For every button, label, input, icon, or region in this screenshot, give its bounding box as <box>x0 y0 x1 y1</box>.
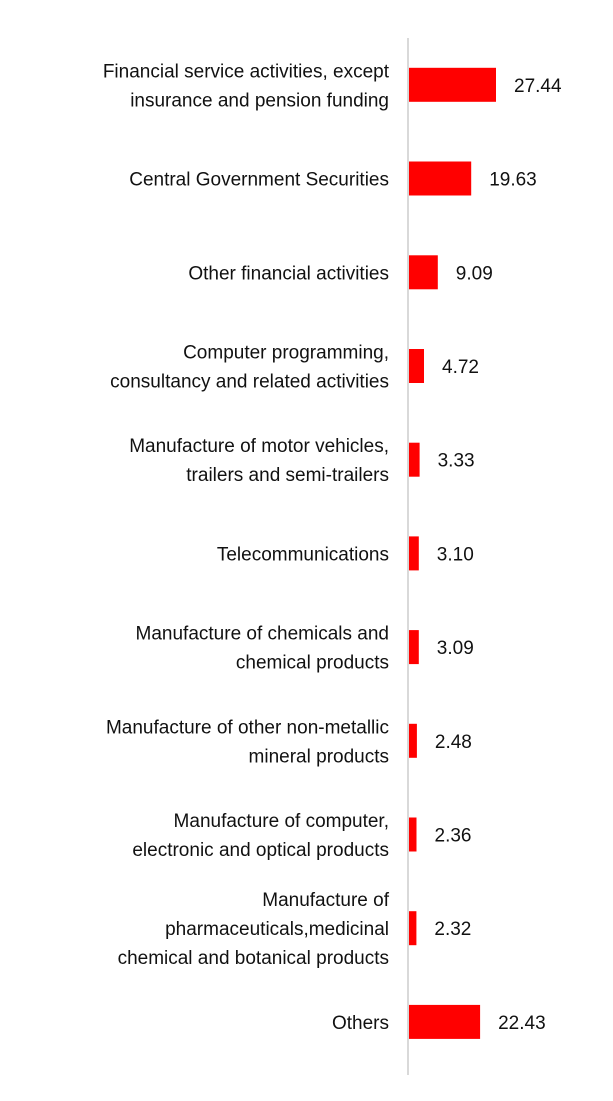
category-label: pharmaceuticals,medicinal <box>165 919 389 940</box>
value-label: 3.33 <box>438 451 475 472</box>
bar <box>409 442 420 477</box>
category-label: chemical and botanical products <box>118 948 389 969</box>
category-label: Manufacture of computer, <box>174 811 389 832</box>
category-label: Manufacture of <box>262 890 389 911</box>
bar <box>409 536 419 571</box>
bar <box>409 67 496 102</box>
category-label: insurance and pension funding <box>130 90 389 111</box>
category-labels-group: Financial service activities, except insu… <box>103 61 390 1034</box>
value-labels-group: 27.44 19.63 9.09 4.72 3.33 3.10 3.09 2.48 2.36 2.… <box>434 76 562 1034</box>
category-label: Computer programming, <box>183 343 389 364</box>
category-label: electronic and optical products <box>132 840 389 861</box>
category-label: Central Government Securities <box>129 170 389 191</box>
category-label: consultancy and related activities <box>110 372 389 393</box>
category-label: Manufacture of chemicals and <box>136 624 389 645</box>
category-label: trailers and semi-trailers <box>186 465 389 486</box>
category-label: Other financial activities <box>188 263 389 284</box>
value-label: 9.09 <box>456 263 493 284</box>
bar <box>409 723 417 758</box>
category-label: Telecommunications <box>217 544 389 565</box>
value-label: 19.63 <box>489 170 537 191</box>
bar <box>409 630 419 665</box>
bar <box>409 911 417 946</box>
value-label: 2.48 <box>435 732 472 753</box>
bar <box>409 161 472 196</box>
bar <box>409 817 417 852</box>
category-label: mineral products <box>249 746 389 767</box>
value-label: 3.10 <box>437 544 474 565</box>
bar <box>409 349 424 383</box>
bars-group <box>409 67 496 1039</box>
bar <box>409 1004 481 1039</box>
value-label: 22.43 <box>498 1013 546 1034</box>
category-label: Others <box>332 1013 389 1034</box>
category-label: Financial service activities, except <box>103 61 390 82</box>
value-label: 4.72 <box>442 357 479 378</box>
category-label: Manufacture of other non-metallic <box>106 717 389 738</box>
category-label: Manufacture of motor vehicles, <box>129 436 389 457</box>
value-label: 3.09 <box>437 638 474 659</box>
category-label: chemical products <box>236 653 389 674</box>
value-label: 2.32 <box>434 919 471 940</box>
value-label: 2.36 <box>435 826 472 847</box>
bar <box>409 255 438 290</box>
value-label: 27.44 <box>514 76 562 97</box>
